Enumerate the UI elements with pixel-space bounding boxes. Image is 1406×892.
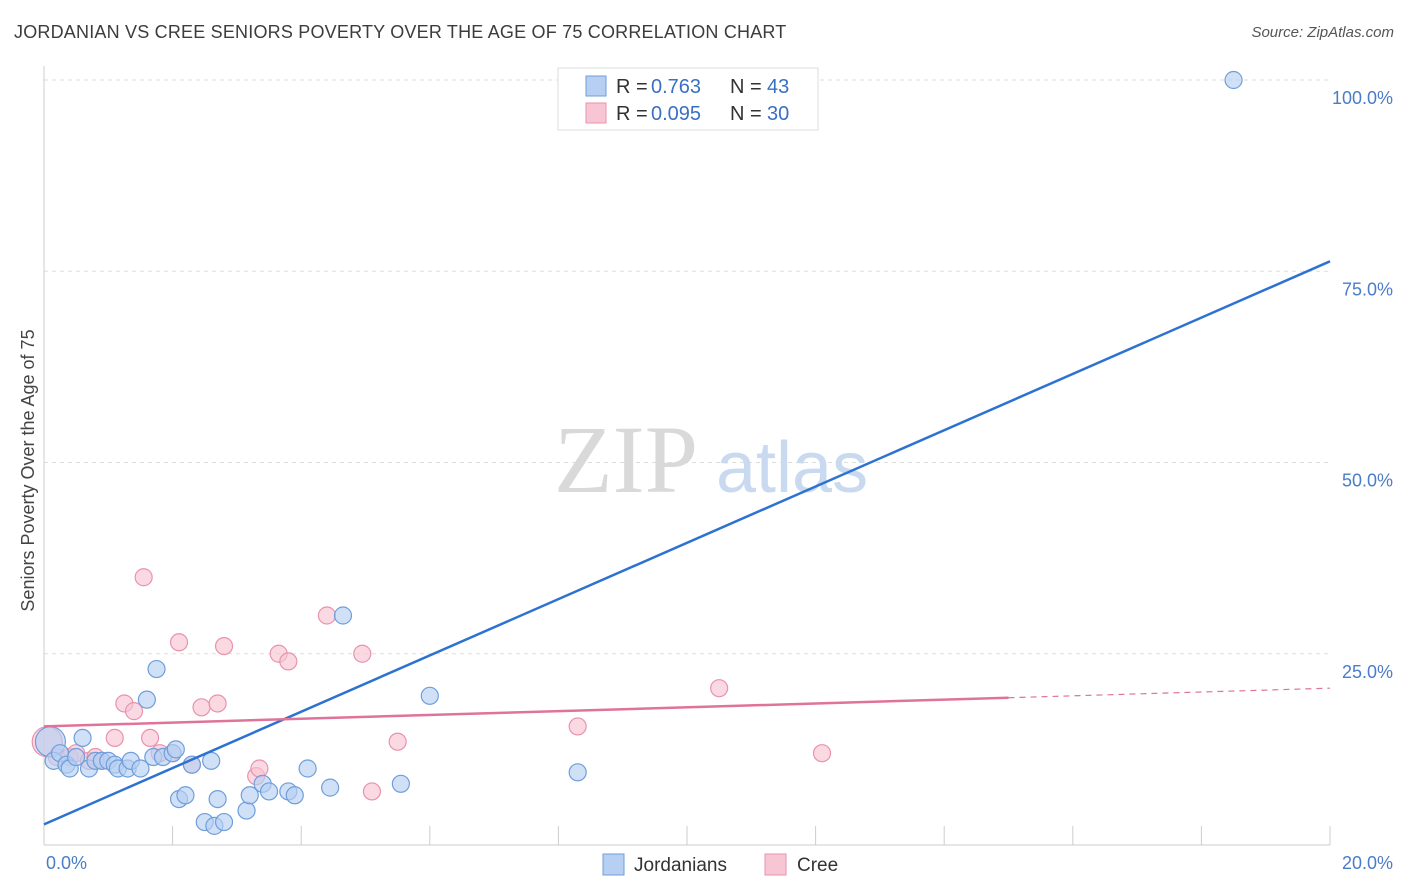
jordanian-point-31 (237, 801, 256, 820)
series-label-cree: Cree (797, 855, 838, 876)
jordanian-point-39 (333, 606, 353, 625)
x-tick-labels: 0.0% 20.0% (46, 853, 1393, 873)
legend-n-label-2: N = (730, 103, 762, 125)
cree-point-18 (208, 694, 227, 713)
y-tick-label-25: 25.0% (1342, 662, 1393, 682)
cree-point-19 (214, 636, 234, 656)
legend-swatch-jordanians (585, 75, 607, 97)
jordanian-point-42 (568, 763, 587, 782)
series-swatch-jordanians (602, 853, 625, 876)
cree-point-11 (134, 568, 153, 587)
jordanian-points (34, 70, 1243, 835)
legend-r-value-2: 0.095 (651, 103, 701, 125)
cree-point-23 (279, 652, 298, 671)
watermark-zip: ZIP (554, 406, 698, 513)
jordanian-point-40 (391, 774, 410, 793)
y-tick-label-100: 100.0% (1332, 88, 1393, 108)
y-axis-label: Seniors Poverty Over the Age of 75 (18, 329, 38, 611)
gridlines (44, 79, 1330, 655)
correlation-legend: R = 0.763 N = 43 R = 0.095 N = 30 (557, 67, 819, 131)
jordanian-point-43 (1224, 70, 1243, 90)
jordanian-point-22 (166, 740, 185, 759)
cree-point-29 (710, 679, 729, 698)
legend-n-value-1: 43 (767, 76, 789, 98)
jordanian-point-24 (176, 786, 195, 805)
series-swatch-cree (764, 853, 787, 876)
legend-r-label-2: R = (616, 103, 648, 125)
cree-trend-line-extension (1008, 687, 1331, 699)
jordanian-point-36 (285, 786, 304, 805)
y-tick-label-50: 50.0% (1342, 471, 1393, 491)
cree-point-30 (812, 744, 832, 763)
series-label-jordanians: Jordanians (634, 855, 727, 876)
cree-point-12 (140, 728, 160, 748)
series-legend: Jordanians Cree (602, 853, 838, 876)
y-tick-labels: 25.0% 50.0% 75.0% 100.0% (1332, 88, 1393, 682)
legend-n-value-2: 30 (767, 103, 789, 125)
cree-point-15 (169, 633, 189, 652)
watermark-atlas: atlas (716, 428, 868, 508)
chart-source: Source: ZipAtlas.com (1251, 24, 1394, 41)
axes (43, 66, 1331, 846)
cree-point-26 (362, 782, 382, 801)
cree-point-27 (388, 732, 407, 751)
jordanian-trend-line (43, 260, 1331, 826)
jordanian-point-17 (137, 690, 156, 709)
cree-point-28 (568, 717, 587, 736)
legend-n-label-1: N = (730, 76, 762, 98)
jordanian-point-6 (67, 747, 86, 767)
x-tick-label-min: 0.0% (46, 853, 87, 873)
cree-point-21 (250, 759, 269, 778)
trend-lines (43, 260, 1331, 826)
chart-title: JORDANIAN VS CREE SENIORS POVERTY OVER T… (14, 22, 787, 42)
jordanian-point-19 (147, 659, 166, 679)
jordanian-point-7 (73, 728, 92, 748)
jordanian-point-32 (240, 786, 259, 805)
jordanian-point-41 (420, 686, 439, 705)
legend-swatch-cree (585, 102, 607, 124)
jordanian-point-34 (259, 782, 279, 801)
cree-point-25 (353, 644, 372, 663)
cree-point-24 (317, 606, 337, 625)
jordanian-point-38 (321, 778, 340, 797)
watermark: ZIP atlas (554, 406, 868, 513)
cree-point-8 (105, 728, 124, 748)
y-tick-label-75: 75.0% (1342, 279, 1393, 299)
x-tick-label-max: 20.0% (1342, 853, 1393, 873)
legend-r-label-1: R = (616, 76, 648, 98)
jordanian-point-30 (214, 812, 234, 832)
legend-r-value-1: 0.763 (651, 76, 701, 98)
jordanian-point-29 (208, 789, 227, 809)
cree-point-10 (124, 702, 144, 721)
cree-point-17 (192, 698, 211, 717)
jordanian-point-37 (298, 759, 317, 778)
jordanian-point-16 (131, 759, 150, 778)
cree-trend-line (43, 696, 1009, 728)
